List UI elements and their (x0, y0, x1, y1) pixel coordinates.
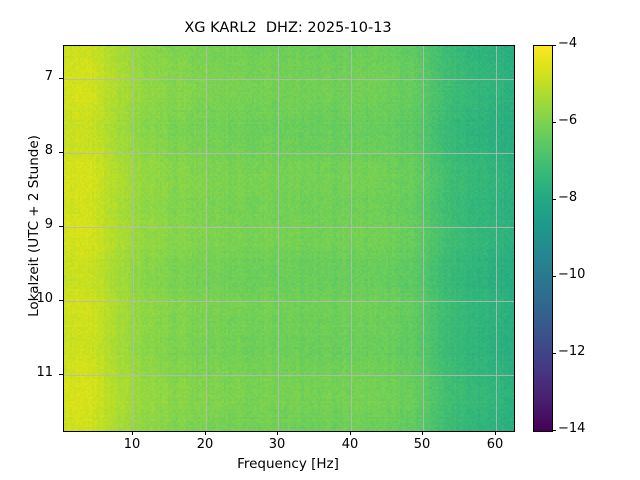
y-axis-tick-label: 7 (44, 69, 53, 84)
y-gridline (64, 227, 514, 228)
y-gridline (64, 375, 514, 376)
colorbar-axes (533, 45, 553, 432)
x-axis-tick (132, 431, 133, 435)
spectrogram-raster (64, 46, 514, 431)
x-gridline (206, 46, 207, 431)
x-axis-tick-label: 60 (486, 437, 504, 452)
y-axis-tick-label: 9 (44, 217, 53, 232)
colorbar-tick-label: −12 (558, 344, 586, 359)
x-gridline (423, 46, 424, 431)
x-gridline (351, 46, 352, 431)
y-axis-tick (59, 78, 63, 79)
y-gridline (64, 301, 514, 302)
spectrogram-axes (63, 45, 515, 432)
x-axis-tick (495, 431, 496, 435)
y-axis-tick (59, 374, 63, 375)
x-axis-label: Frequency [Hz] (237, 456, 339, 472)
x-axis-tick-label: 30 (268, 437, 286, 452)
y-axis-tick (59, 152, 63, 153)
x-axis-tick (350, 431, 351, 435)
x-axis-tick-label: 40 (341, 437, 359, 452)
y-gridline (64, 153, 514, 154)
x-axis-tick-label: 20 (196, 437, 214, 452)
x-axis-tick (205, 431, 206, 435)
x-axis-tick-label: 50 (413, 437, 431, 452)
colorbar-tick-label: −8 (558, 190, 578, 205)
colorbar-tick-label: −14 (558, 421, 586, 436)
y-axis-tick (59, 226, 63, 227)
x-gridline (133, 46, 134, 431)
colorbar-tick (552, 122, 556, 123)
spectrogram-image (64, 46, 514, 431)
colorbar-tick (552, 353, 556, 354)
colorbar-tick-label: −4 (558, 36, 578, 51)
x-axis-tick (277, 431, 278, 435)
colorbar-gradient (534, 46, 552, 431)
y-axis-tick-label: 10 (36, 291, 53, 306)
y-axis-tick-label: 11 (36, 365, 53, 380)
colorbar-tick-label: −6 (558, 113, 578, 128)
chart-title: XG KARL2 DHZ: 2025-10-13 (184, 20, 392, 36)
colorbar-tick (552, 276, 556, 277)
x-axis-tick-label: 10 (123, 437, 141, 452)
x-gridline (278, 46, 279, 431)
y-gridline (64, 79, 514, 80)
x-axis-tick (422, 431, 423, 435)
colorbar-tick (552, 45, 556, 46)
colorbar-tick-label: −10 (558, 267, 586, 282)
y-axis-tick-label: 8 (44, 143, 53, 158)
x-gridline (496, 46, 497, 431)
colorbar-tick (552, 430, 556, 431)
colorbar-tick (552, 199, 556, 200)
y-axis-tick (59, 300, 63, 301)
